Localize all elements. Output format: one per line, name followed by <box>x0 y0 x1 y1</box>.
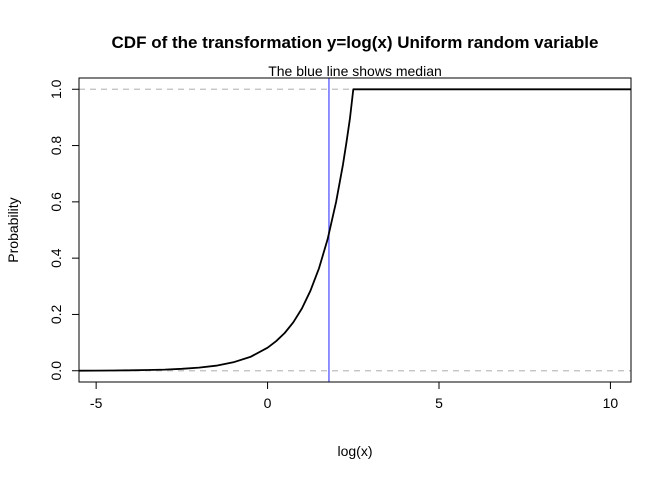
y-tick-label: 0.8 <box>48 136 64 156</box>
x-tick-label: 5 <box>435 395 443 411</box>
y-tick-label: 0.0 <box>48 361 64 381</box>
x-tick-label: 0 <box>264 395 272 411</box>
chart-title: CDF of the transformation y=log(x) Unifo… <box>112 33 599 52</box>
y-tick-label: 0.6 <box>48 192 64 212</box>
y-axis-label: Probability <box>5 197 21 262</box>
cdf-curve-line <box>78 88 631 372</box>
y-tick-label: 1.0 <box>48 79 64 99</box>
x-tick-label: 10 <box>603 395 619 411</box>
y-axis: 0.0 0.2 0.4 0.6 0.8 1.0 <box>48 79 80 381</box>
cdf-curve-group <box>78 88 631 372</box>
reference-lines <box>79 88 631 372</box>
y-tick-label: 0.4 <box>48 248 64 268</box>
x-tick-label: -5 <box>90 395 103 411</box>
x-axis-label: log(x) <box>337 443 372 459</box>
plot-frame <box>78 77 632 383</box>
chart-subtitle: The blue line shows median <box>268 63 442 79</box>
x-axis: -5 0 5 10 <box>90 381 619 411</box>
y-tick-label: 0.2 <box>48 305 64 325</box>
